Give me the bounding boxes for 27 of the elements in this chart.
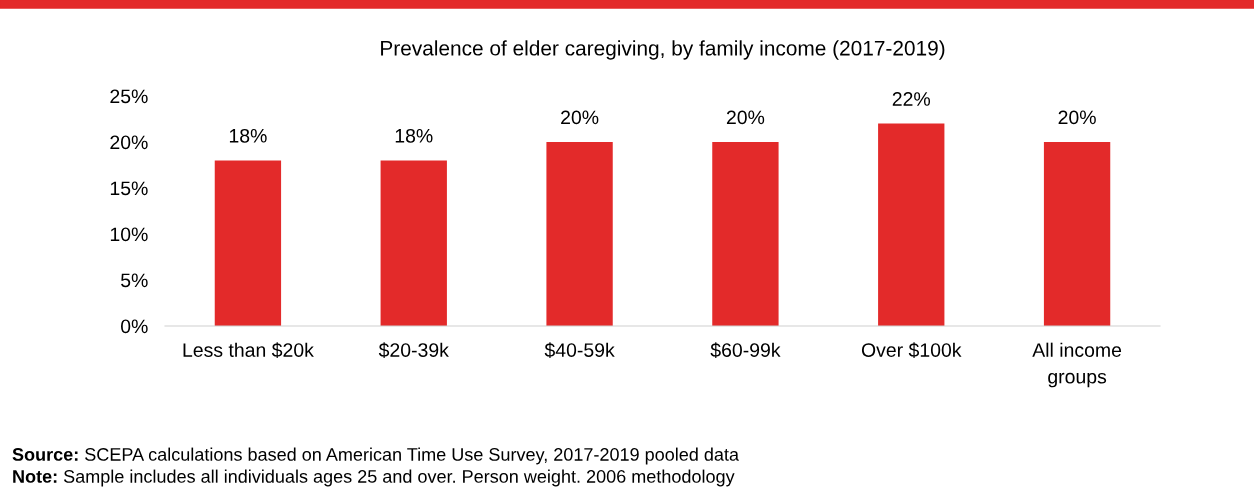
y-tick-label: 20% (110, 135, 148, 150)
source-note: Source: SCEPA calculations based on American Time Use Survey, 2017-2019 pooled data (12, 447, 740, 465)
y-tick-label: 25% (110, 89, 148, 104)
text: Note: Sample includes all individuals ages 25 and over. Person weight. 2006 methodology (13, 469, 735, 487)
data-label: 20% (1058, 110, 1096, 125)
data-label: 22% (892, 92, 931, 106)
bar (546, 142, 613, 326)
y-tick-label: 5% (121, 273, 148, 288)
chart-title: Prevalence of elder caregiving, by family income (2017-2019) (381, 40, 945, 60)
data-label: 20% (561, 110, 599, 125)
x-tick-label: All income groups (1032, 342, 1122, 388)
bar (1043, 142, 1111, 326)
bar (878, 123, 945, 326)
bar (380, 160, 447, 326)
x-tick-label: Over $100k (861, 342, 962, 359)
bar (712, 142, 779, 326)
y-tick-label: 0% (120, 319, 148, 334)
data-label: 20% (726, 110, 765, 125)
data-label: 18% (229, 128, 267, 143)
x-tick-label: $60-99k (710, 342, 781, 359)
x-tick-label: $40-59k (544, 342, 615, 359)
x-tick-label: $20-39k (378, 342, 449, 359)
y-tick-label: 10% (110, 227, 148, 242)
data-label: 18% (395, 128, 433, 143)
y-tick-label: 15% (110, 181, 148, 196)
bar (214, 160, 282, 326)
x-tick-label: Less than $20k (183, 342, 314, 359)
